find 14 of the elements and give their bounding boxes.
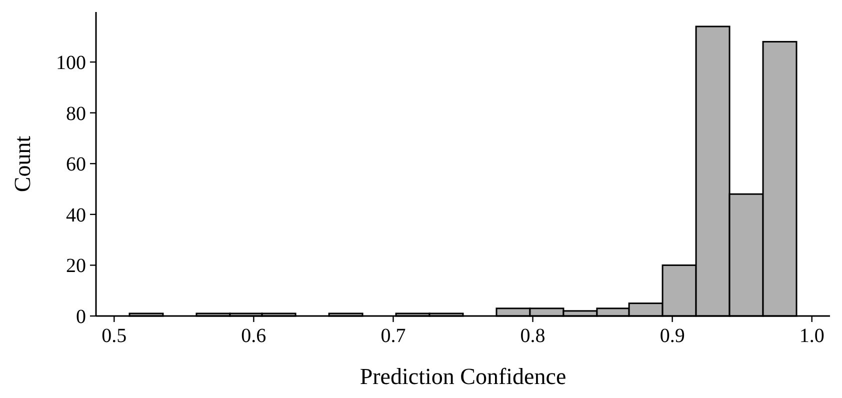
y-tick-label: 20 [66, 255, 86, 278]
y-tick-label: 0 [76, 306, 86, 328]
y-axis-title: Count [10, 135, 35, 192]
y-tick-label: 40 [66, 204, 86, 226]
x-tick-label: 0.8 [520, 325, 546, 347]
y-tick-label: 80 [66, 102, 86, 125]
x-tick-label: 0.6 [241, 325, 266, 347]
x-tick-label: 0.9 [660, 325, 685, 347]
y-tick-label: 100 [56, 52, 86, 74]
y-tick-label: 60 [66, 154, 86, 176]
text: 1.0 [799, 325, 824, 347]
x-axis-title: Prediction Confidence [360, 364, 566, 389]
x-tick-label: 0.7 [380, 325, 406, 347]
x-tick-label: 0.5 [102, 325, 127, 347]
